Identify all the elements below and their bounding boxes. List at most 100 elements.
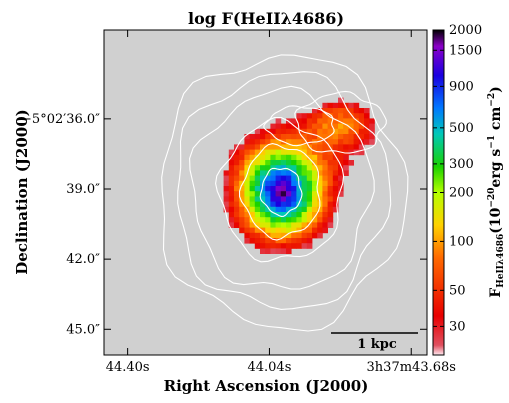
heatmap-pixel [327, 191, 334, 197]
heatmap-pixel [317, 170, 323, 176]
heatmap-pixel [343, 149, 349, 156]
heatmap-pixel [322, 191, 328, 197]
heatmap-pixel [244, 186, 250, 192]
heatmap-pixel [306, 222, 313, 228]
heatmap-pixel [296, 154, 302, 161]
heatmap-pixel [364, 134, 370, 140]
heatmap-pixel [317, 222, 323, 228]
heatmap-pixel [317, 217, 323, 223]
heatmap-pixel [306, 227, 313, 234]
heatmap-pixel [301, 175, 308, 182]
heatmap-pixel [275, 165, 282, 171]
heatmap-pixel [296, 232, 302, 239]
heatmap-pixel [301, 191, 308, 197]
heatmap-pixel [275, 144, 282, 150]
heatmap-pixel [291, 191, 297, 197]
heatmap-pixel [317, 186, 323, 192]
heatmap-pixel [228, 212, 235, 218]
heatmap-pixel [270, 227, 276, 234]
heatmap-pixel [270, 248, 276, 254]
heatmap-pixel [317, 128, 323, 135]
heatmap-pixel [249, 180, 256, 187]
y-axis-ticks: −5°02′36.0″ 39.0″ 42.0″ 45.0″ [21, 112, 427, 337]
heatmap-pixel [280, 232, 287, 239]
heatmap-pixel [280, 222, 287, 228]
heatmap-pixel [244, 238, 250, 244]
heatmap-pixel [301, 201, 308, 208]
heatmap-pixel [296, 212, 302, 218]
heatmap-pixel [306, 149, 313, 156]
heatmap-pixel [280, 227, 287, 234]
heatmap-pixel [234, 154, 240, 161]
heatmap-pixel [338, 128, 344, 135]
heatmap-pixel [275, 196, 282, 202]
heatmap-pixel [348, 118, 354, 124]
heatmap-pixel [338, 123, 344, 130]
heatmap-pixel [312, 123, 318, 130]
heatmap-pixel [244, 201, 250, 208]
heatmap-pixel [234, 196, 240, 202]
heatmap-pixel [270, 139, 276, 145]
heatmap-pixel [260, 212, 266, 218]
heatmap-pixel [249, 238, 256, 244]
heatmap-pixel [244, 160, 250, 166]
heatmap-pixel [343, 144, 349, 150]
heatmap-pixel [338, 118, 344, 124]
heatmap-pixel [223, 201, 230, 208]
heatmap-pixel [306, 212, 313, 218]
heatmap-pixel [332, 186, 339, 192]
heatmap-pixel [358, 123, 365, 130]
heatmap-pixel [306, 191, 313, 197]
heatmap-pixel [275, 118, 282, 124]
heatmap-pixel [296, 222, 302, 228]
heatmap-pixel [286, 154, 292, 161]
heatmap-pixel [348, 108, 354, 114]
heatmap-pixel [322, 201, 328, 208]
y-axis-label: Declination (J2000) [13, 109, 31, 275]
heatmap-pixel [353, 123, 360, 130]
heatmap-pixel [317, 123, 323, 130]
heatmap-pixel [234, 206, 240, 213]
heatmap-pixel [301, 113, 308, 119]
heatmap-pixel [249, 144, 256, 150]
colorbar-label-subscript: HeIIλ4686 [496, 234, 506, 288]
heatmap-pixel [270, 201, 276, 208]
heatmap-pixel [254, 238, 261, 244]
heatmap-pixel [317, 144, 323, 150]
heatmap-pixel [291, 232, 297, 239]
heatmap-pixel [322, 170, 328, 176]
heatmap-pixel [260, 248, 266, 254]
heatmap-pixel [322, 175, 328, 182]
heatmap-pixel [322, 154, 328, 161]
heatmap-pixel [312, 165, 318, 171]
heatmap-pixel [312, 170, 318, 176]
heatmap-pixel [223, 170, 230, 176]
heatmap-pixel [280, 196, 287, 202]
heatmap-pixel [364, 139, 370, 145]
heatmap-pixel [301, 134, 308, 140]
heatmap-pixel [301, 186, 308, 192]
heatmap-pixel [322, 134, 328, 140]
heatmap-pixel [286, 232, 292, 239]
heatmap-pixel [270, 128, 276, 135]
heatmap-pixel [338, 180, 344, 187]
heatmap-pixel [312, 108, 318, 114]
heatmap-pixel [286, 175, 292, 182]
heatmap-pixel [322, 222, 328, 228]
heatmap-pixel [291, 206, 297, 213]
heatmap-pixel [249, 206, 256, 213]
heatmap-pixel [296, 149, 302, 156]
heatmap-pixel [332, 196, 339, 202]
heatmap-pixel [254, 149, 261, 156]
heatmap-pixel [327, 102, 334, 109]
heatmap-pixel [234, 175, 240, 182]
heatmap-pixel [327, 186, 334, 192]
heatmap-pixel [254, 160, 261, 166]
heatmap-pixel [254, 139, 261, 145]
heatmap-pixel [260, 128, 266, 135]
heatmap-pixel [322, 186, 328, 192]
heatmap-pixel [322, 160, 328, 166]
heatmap-pixel [244, 165, 250, 171]
heatmap-pixel [270, 191, 276, 197]
heatmap-pixel [301, 243, 308, 249]
